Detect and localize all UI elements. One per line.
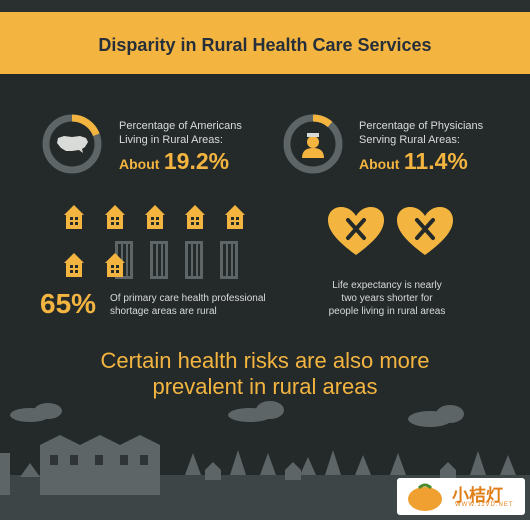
page-title: Disparity in Rural Health Care Services: [98, 35, 432, 55]
rural-stat-value: About 19.2%: [119, 148, 229, 175]
watermark-url: WWW.11VD.NET: [455, 502, 514, 508]
physician-stat-label-line2: Serving Rural Areas:: [359, 134, 460, 146]
physician-stat-percent: 11.4%: [403, 148, 468, 174]
shortage-text: Of primary care health professional shor…: [110, 292, 300, 318]
physician-stat-label: Percentage of Physicians Serving Rural A…: [359, 119, 483, 147]
life-expectancy-line1: Life expectancy is nearly: [332, 280, 442, 291]
rural-stat-percent: 19.2%: [163, 148, 230, 174]
rural-stat-label: Percentage of Americans Living in Rural …: [119, 119, 242, 147]
section-headline-line1: Certain health risks are also more: [100, 348, 430, 373]
x-heart-icon: [397, 207, 453, 255]
rural-stat-about: About: [119, 156, 160, 172]
watermark-name: 小桔灯: [452, 486, 503, 505]
section-headline-line2: prevalent in rural areas: [152, 374, 378, 399]
title-banner: [0, 12, 530, 74]
physician-stat-label-line1: Percentage of Physicians: [359, 120, 484, 132]
life-expectancy-line3: people living in rural areas: [328, 306, 446, 317]
top-strip: [0, 0, 530, 12]
life-expectancy-text: Life expectancy is nearly two years shor…: [312, 279, 462, 318]
rural-stat-label-line2: Living in Rural Areas:: [119, 134, 223, 146]
orange-fruit-icon: [408, 483, 442, 511]
shortage-text-line1: Of primary care health professional: [110, 293, 266, 304]
us-map-icon: [42, 114, 102, 174]
shortage-percent: 65%: [40, 288, 97, 319]
section-headline: Certain health risks are also more preva…: [0, 348, 530, 400]
x-heart-icon: [328, 207, 384, 255]
rural-houses-illustration: [64, 205, 245, 279]
life-expectancy-line2: two years shorter for: [341, 293, 433, 304]
shortage-text-line2: shortage areas are rural: [110, 306, 217, 317]
doctor-icon: [283, 114, 343, 174]
physician-stat-value: About 11.4%: [359, 148, 468, 175]
physician-stat-about: About: [359, 156, 400, 172]
rural-stat-label-line1: Percentage of Americans: [119, 120, 242, 132]
